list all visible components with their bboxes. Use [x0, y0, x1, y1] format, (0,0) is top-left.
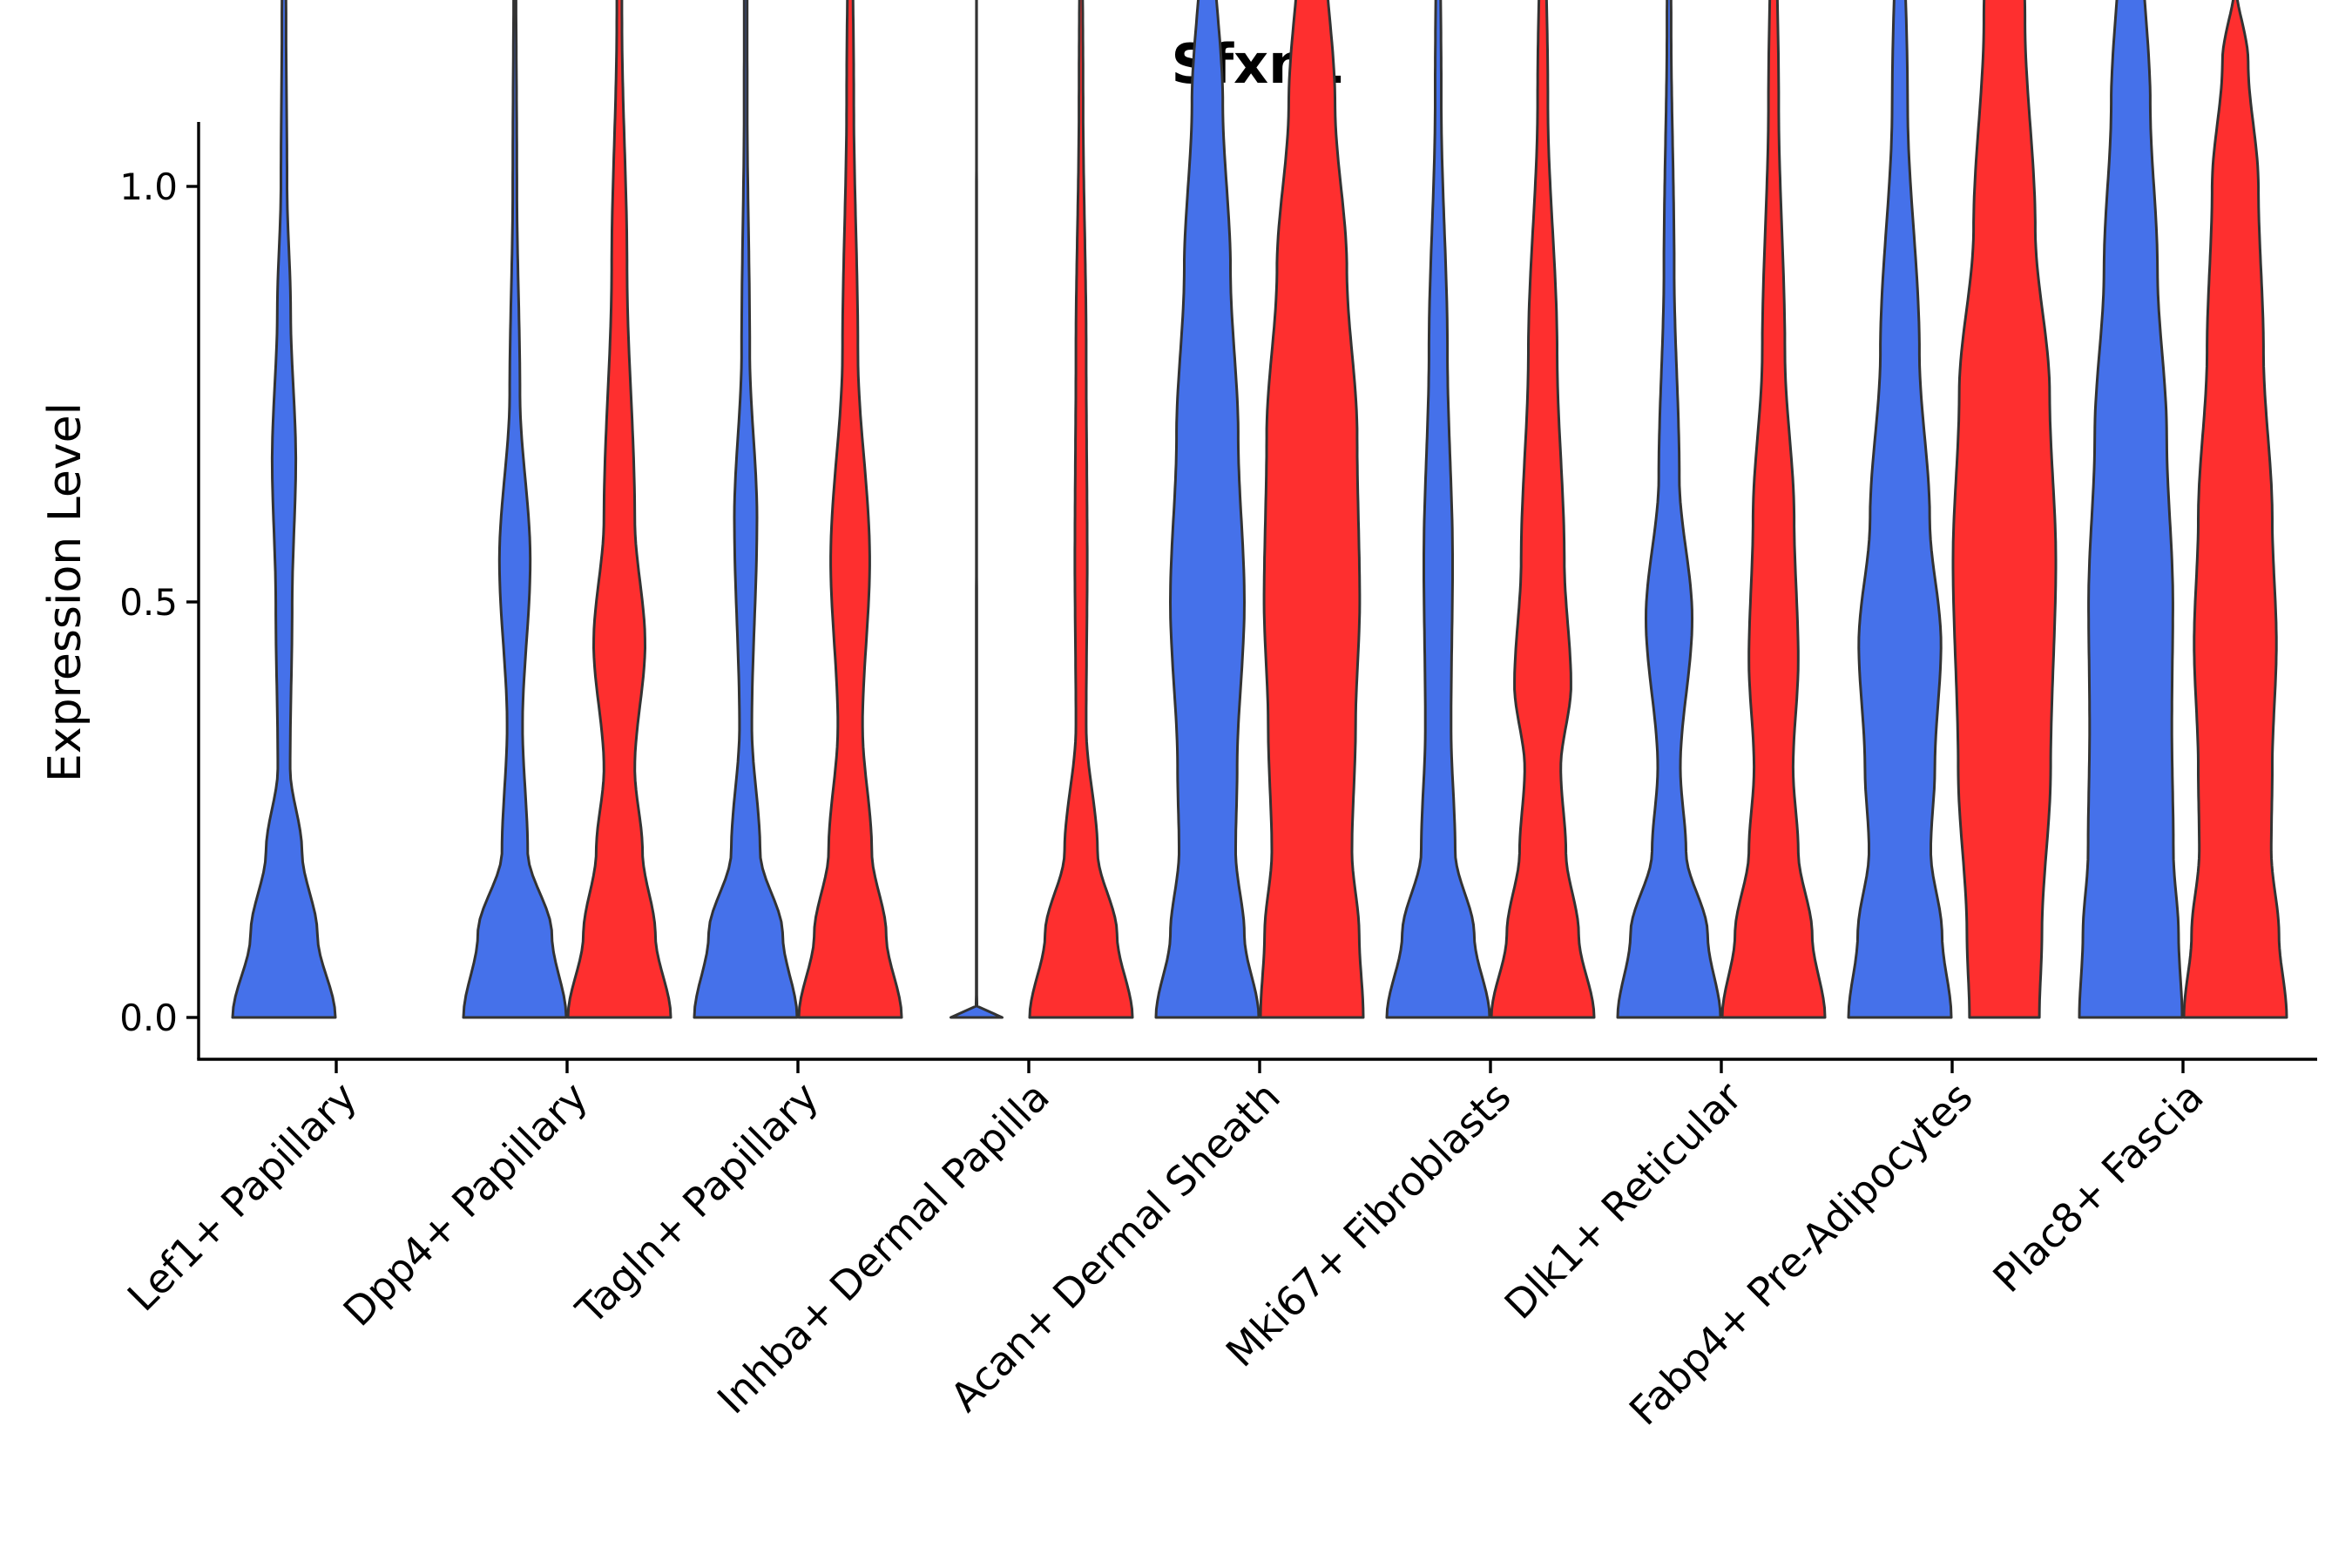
violin-red — [1028, 0, 1134, 1019]
x-tick-label: Dlk1+ Reticular — [1496, 1073, 1751, 1328]
violin-red — [1720, 0, 1827, 1019]
y-tick-label: 0.0 — [119, 997, 178, 1039]
violin-red — [566, 0, 672, 1019]
x-tick-label: Dpp4+ Papillary — [335, 1073, 597, 1335]
violin-blue — [1385, 0, 1491, 1019]
violin-blue — [1847, 0, 1953, 1019]
y-ticks-group: 0.00.51.01.52.0 — [119, 166, 199, 1039]
x-tick-label: Plac8+ Fascia — [1984, 1073, 2212, 1301]
violins-group — [231, 0, 2288, 1019]
violin-blue — [2078, 0, 2184, 1019]
violin-blue — [693, 0, 799, 1019]
y-tick-label: 1.0 — [119, 166, 178, 208]
violin-blue — [231, 0, 337, 1019]
violin-red — [1951, 0, 2058, 1019]
y-axis-label: Expression Level — [39, 402, 91, 782]
violin-blue — [462, 0, 568, 1019]
x-tick-label: Tagln+ Papillary — [566, 1073, 828, 1335]
violin-red — [1259, 0, 1365, 1019]
violin-blue — [1154, 0, 1260, 1019]
x-tick-label: Lef1+ Papillary — [118, 1073, 366, 1321]
y-tick-label: 0.5 — [119, 581, 178, 624]
violin-blue — [950, 0, 1004, 1019]
violin-blue — [1616, 0, 1722, 1019]
violin-red — [2182, 0, 2288, 1019]
violin-red — [1490, 0, 1596, 1019]
violin-red — [797, 0, 903, 1019]
